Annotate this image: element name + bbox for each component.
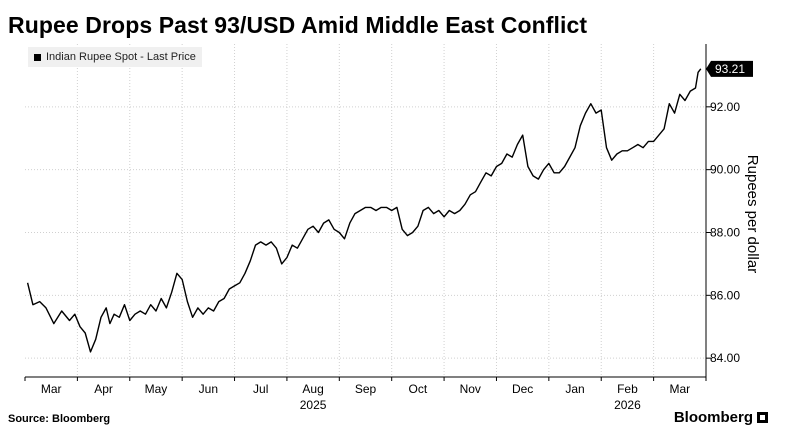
x-tick-label: Oct [409,382,428,396]
x-tick-label: Mar [669,382,690,396]
y-tick-label: 88.00 [710,225,740,239]
x-tick-label: Mar [41,382,62,396]
last-price-label: 93.21 [715,62,745,76]
x-tick-label: Feb [617,382,638,396]
x-tick-label: Nov [460,382,481,396]
axis-layer [24,44,711,381]
x-tick-label: Aug [302,382,323,396]
source-label: Source: Bloomberg [8,413,111,425]
brand-logo: Bloomberg [674,409,768,426]
x-tick-label: Apr [94,382,113,396]
label-layer: 84.00 86.00 88.00 90.00 92.00 Mar Apr May Jun Jul… [41,60,753,412]
brand-name: Bloomberg [673,409,753,426]
y-tick-label: 90.00 [710,163,740,177]
x-tick-label: Dec [512,382,533,396]
x-tick-label: Jun [199,382,218,396]
y-tick-label: 84.00 [710,351,740,365]
x-tick-label: Sep [355,382,377,396]
grid-layer [25,44,706,377]
x-tick-label: Jan [565,382,584,396]
chart-title: Rupee Drops Past 93/USD Amid Middle East… [8,12,588,38]
legend: Indian Rupee Spot - Last Price [28,47,202,67]
x-tick-label: May [145,382,168,396]
legend-swatch [34,53,41,61]
y-tick-label: 92.00 [710,100,740,114]
x-year-label: 2026 [614,398,641,412]
x-year-label: 2025 [300,398,327,412]
series-line [26,68,702,353]
y-tick-label: 86.00 [710,288,740,302]
bloomberg-logo-icon [757,412,768,423]
x-tick-label: Jul [253,382,268,396]
line-layer [26,68,702,353]
last-price-box [706,60,753,77]
y-axis-title: Rupees per dollar [744,155,761,273]
legend-label: Indian Rupee Spot - Last Price [46,51,196,63]
